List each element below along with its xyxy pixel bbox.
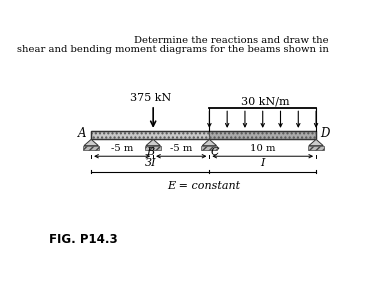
Text: C: C bbox=[211, 147, 219, 157]
Text: 375 kN: 375 kN bbox=[130, 93, 171, 103]
Polygon shape bbox=[309, 139, 323, 146]
Polygon shape bbox=[202, 139, 217, 146]
Text: I: I bbox=[260, 158, 265, 168]
Bar bbox=[202, 146, 217, 150]
Bar bbox=[83, 146, 99, 150]
Polygon shape bbox=[146, 139, 160, 146]
Text: A: A bbox=[78, 128, 87, 140]
Bar bbox=[91, 131, 316, 139]
Text: -5 m: -5 m bbox=[170, 144, 192, 153]
Text: 3I: 3I bbox=[145, 158, 156, 168]
Text: D: D bbox=[320, 128, 330, 140]
Bar bbox=[91, 131, 209, 139]
Text: B: B bbox=[146, 147, 154, 157]
Text: Determine the reactions and draw the: Determine the reactions and draw the bbox=[134, 36, 329, 45]
Text: FIG. P14.3: FIG. P14.3 bbox=[49, 233, 118, 246]
Bar bbox=[308, 146, 324, 150]
Bar bbox=[209, 131, 316, 139]
Text: shear and bending moment diagrams for the beams shown in: shear and bending moment diagrams for th… bbox=[17, 45, 329, 54]
Text: -5 m: -5 m bbox=[111, 144, 134, 153]
Bar bbox=[145, 146, 161, 150]
Text: 10 m: 10 m bbox=[250, 144, 276, 153]
Text: 30 kN/m: 30 kN/m bbox=[241, 96, 290, 106]
Text: E = constant: E = constant bbox=[167, 181, 240, 191]
Polygon shape bbox=[84, 139, 98, 146]
